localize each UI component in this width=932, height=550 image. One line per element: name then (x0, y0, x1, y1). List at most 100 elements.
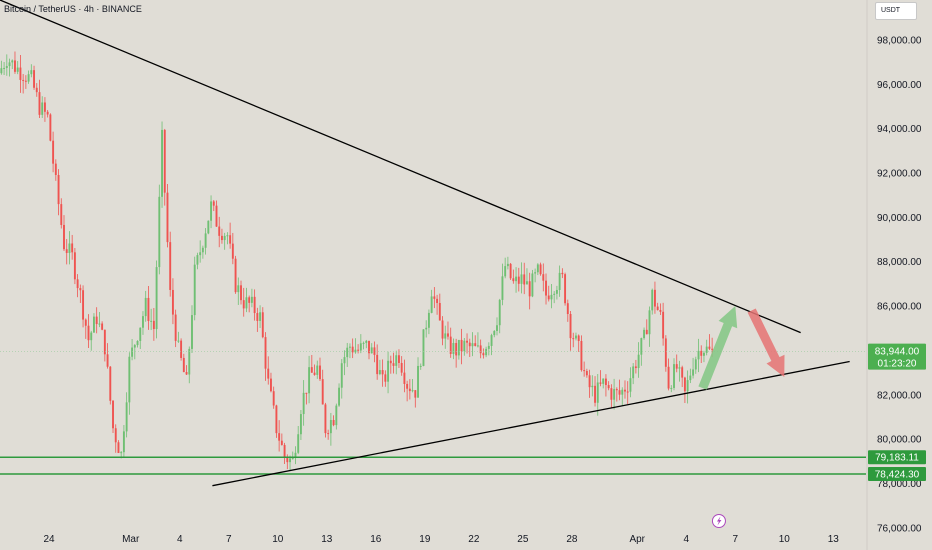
candle-body (136, 340, 139, 346)
time-axis[interactable]: 24 Mar 4 7 10 13 16 19 22 25 28 Apr 4 7 10 13 (43, 514, 840, 546)
candle-body (87, 325, 90, 341)
candle-body (362, 342, 365, 344)
candle-body (264, 337, 267, 369)
candle-body (468, 342, 471, 347)
candle-body (604, 378, 607, 386)
candle-body (112, 400, 114, 429)
candle-body (457, 339, 460, 356)
candle-body (299, 414, 302, 435)
candle-body (384, 374, 387, 382)
arrow-down-icon[interactable] (747, 308, 785, 378)
candle-body (57, 174, 60, 205)
candle-body (291, 458, 294, 460)
candle-body (496, 325, 498, 331)
candle-body (683, 377, 686, 392)
candle-body (711, 348, 714, 350)
candle-body (689, 375, 692, 381)
candle-body (43, 102, 46, 112)
candle-body (395, 355, 398, 366)
candle-body (54, 163, 57, 175)
candle-body (256, 313, 259, 321)
candle-body (182, 357, 185, 373)
y-tick-label: 82,000.00 (877, 390, 922, 401)
x-tick-label: 19 (419, 534, 431, 545)
candle-body (553, 293, 556, 295)
candle-body (332, 419, 335, 426)
candle-body (539, 264, 542, 275)
candle-body (199, 252, 202, 256)
candle-body (310, 367, 313, 373)
candle-body (248, 297, 251, 303)
candle-body (643, 329, 646, 339)
candle-body (452, 342, 455, 354)
candle-body (139, 327, 142, 341)
support-level-label: 78,424.30 (875, 470, 920, 481)
candle-body (302, 392, 305, 415)
candle-body (577, 335, 580, 341)
candle-body (346, 347, 349, 358)
candle-body (223, 235, 226, 241)
candle-body (348, 346, 351, 348)
candle-body (376, 354, 379, 375)
candle-body (313, 372, 316, 375)
candle-body (498, 299, 501, 326)
candle-body (667, 366, 670, 389)
candle-body (125, 402, 128, 432)
candle-body (73, 252, 76, 280)
candle-body (460, 339, 463, 352)
candle-body (438, 302, 441, 321)
candle-body (114, 428, 117, 443)
candle-body (653, 289, 656, 307)
candle-body (365, 340, 368, 343)
y-tick-label: 80,000.00 (877, 435, 922, 446)
candle-body (166, 192, 169, 243)
candle-countdown: 01:23:20 (878, 359, 917, 370)
candle-body (259, 312, 262, 321)
candle-body (656, 306, 659, 310)
candle-body (534, 272, 537, 274)
candle-body (351, 346, 354, 353)
candle-body (343, 357, 346, 364)
candle-body (700, 350, 703, 356)
x-tick-label: 10 (779, 534, 791, 545)
candle-body (106, 354, 109, 367)
candle-body (525, 281, 528, 285)
x-tick-label: 13 (321, 534, 333, 545)
candle-body (471, 343, 474, 347)
candle-body (41, 102, 44, 115)
candle-body (708, 346, 711, 349)
candle-body (463, 340, 466, 352)
x-tick-label: 24 (43, 534, 55, 545)
candle-body (191, 315, 193, 349)
candle-body (316, 365, 319, 375)
candle-body (220, 235, 223, 241)
trendline[interactable] (212, 360, 850, 487)
candle-body (673, 364, 675, 388)
candle-body (289, 458, 291, 463)
trendline[interactable] (0, 0, 801, 334)
candle-body (212, 201, 215, 206)
candle-body (550, 294, 553, 300)
candles (0, 51, 714, 470)
candle-body (411, 390, 414, 392)
lightning-icon[interactable] (711, 514, 726, 528)
candle-body (193, 264, 196, 316)
x-tick-label: 22 (468, 534, 480, 545)
x-tick-label: 10 (272, 534, 284, 545)
x-tick-label: 13 (828, 534, 840, 545)
candle-body (158, 196, 161, 268)
candle-body (697, 350, 700, 360)
candle-body (76, 279, 79, 289)
currency-button[interactable]: USDT (875, 2, 917, 20)
candle-body (250, 296, 253, 303)
current-price-label: 83,944.00 (875, 347, 920, 358)
candle-body (422, 329, 425, 366)
arrow-up-icon[interactable] (698, 306, 738, 390)
x-tick-label: 28 (566, 534, 578, 545)
candle-body (63, 224, 65, 250)
candle-body (354, 349, 357, 353)
candle-body (163, 129, 166, 193)
candle-body (542, 274, 545, 281)
